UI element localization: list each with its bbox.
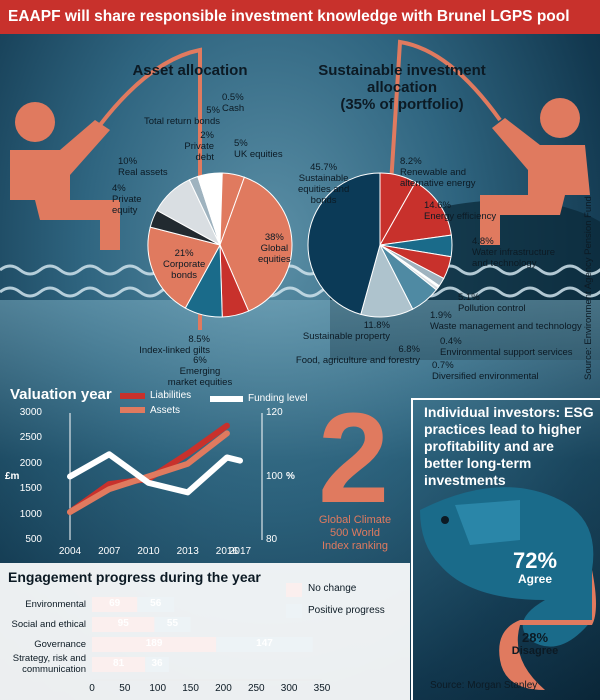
label-emerging-market-equities: 6% Emerging market equities	[167, 355, 233, 388]
disagree-label: Disagree	[511, 645, 559, 657]
label-waste: 1.9% Waste management and technology	[430, 310, 582, 332]
fish-gill-icon	[455, 500, 520, 545]
engagement-value: 69	[109, 598, 121, 609]
valuation-series-line	[67, 451, 243, 496]
label-global-equities: 38% Global equities	[258, 232, 291, 265]
label-water: 4.8% Water infrastructure and technology	[472, 236, 556, 269]
fisherman-right-head-icon	[540, 98, 580, 138]
investors-title: Individual investors: ESG practices lead…	[424, 404, 594, 488]
tick-label: 200	[215, 683, 232, 694]
tick-label: 1000	[19, 508, 42, 520]
investors-panel	[411, 398, 600, 700]
label-food: 6.8% Food, agriculture and forestry	[295, 344, 420, 366]
label-energy-efficiency: 14.6% Energy efficiency	[424, 200, 497, 222]
label-property: 11.8% Sustainable property	[302, 320, 390, 342]
label-diversified: 0.7% Diversified environmental	[432, 360, 539, 382]
big-stat-caption: Global Climate 500 World Index ranking	[318, 514, 392, 552]
sustainable-allocation-title: Sustainable investment allocation (35% of…	[318, 62, 486, 113]
engagement-category: Governance	[34, 639, 86, 650]
engagement-value: 56	[150, 598, 162, 609]
tick-label: 350	[313, 683, 331, 694]
legend-liabilities: Liabilities	[150, 390, 192, 401]
label-cash: 0.5% Cash	[222, 92, 245, 114]
tick-label: 3000	[19, 407, 42, 418]
tick-label: 1500	[19, 483, 42, 495]
tick-label: 2013	[176, 546, 199, 557]
right-unit: %	[286, 471, 295, 482]
fish-eye-icon	[441, 516, 449, 524]
valuation-series-line	[67, 430, 230, 516]
fishing-rod-left-icon	[98, 47, 202, 330]
sustainable-pie-slice	[307, 172, 381, 316]
engagement-value: 95	[117, 618, 129, 629]
tick-label: 250	[247, 683, 265, 694]
engagement-value: 36	[151, 658, 163, 669]
legend-positive: Positive progress	[308, 605, 385, 616]
fisherman-right-body-icon	[480, 118, 590, 245]
label-private-equity: 4% Private equity	[112, 183, 142, 216]
tick-label: 120	[266, 407, 283, 418]
investors-source: Source: Morgan Stanley	[430, 680, 538, 691]
engagement-category: Strategy, risk and communication	[12, 653, 86, 675]
tick-label: 2017	[228, 546, 252, 557]
tick-label: 0	[89, 683, 95, 694]
engagement-title: Engagement progress during the year	[8, 569, 261, 585]
asset-pie-slice	[147, 226, 221, 309]
tick-label: 2007	[98, 546, 121, 557]
asset-pie-slice	[197, 172, 221, 246]
label-total-return-bonds: 5% Total return bonds	[143, 105, 220, 127]
tick-label: 150	[182, 683, 199, 694]
tick-label: 2000	[19, 457, 42, 469]
label-corporate-bonds: 21% Corporate bonds	[163, 248, 206, 281]
engagement-value: 55	[166, 618, 179, 629]
sustainable-pie-slice	[379, 181, 452, 246]
tick-label: 100	[266, 470, 283, 482]
fish-tail-disagree-icon	[499, 570, 596, 690]
asset-pie-slice	[219, 176, 293, 312]
label-index-linked-gilts: 8.5% Index-linked gilts	[139, 334, 210, 356]
engagement-value: 189	[145, 638, 163, 649]
fisherman-left-head-icon	[15, 102, 55, 142]
legend-funding: Funding level	[248, 393, 308, 404]
agree-pct: 72%	[512, 548, 558, 573]
label-uk-equities: 5% UK equities	[234, 138, 283, 160]
label-renewable: 8.2% Renewable and alternative energy	[400, 156, 476, 189]
tick-label: 500	[25, 534, 42, 545]
engagement-value: 81	[113, 658, 125, 669]
tick-label: 300	[280, 683, 298, 694]
tick-label: 2004	[58, 546, 82, 557]
engagement-value: 147	[256, 638, 273, 649]
disagree-pct: 28%	[521, 630, 549, 645]
label-env-support: 0.4% Environmental support services	[440, 336, 573, 358]
wave-line	[0, 286, 600, 298]
left-unit: £m	[5, 471, 20, 482]
tick-label: 100	[149, 683, 167, 694]
engagement-category: Social and ethical	[11, 619, 86, 630]
label-private-debt: 2% Private debt	[184, 130, 214, 163]
tick-label: 80	[266, 534, 278, 545]
asset-allocation-title: Asset allocation	[132, 62, 248, 79]
label-pollution: 5.1% Pollution control	[458, 292, 526, 314]
label-real-assets: 10% Real assets	[118, 156, 168, 178]
engagement-category: Environmental	[25, 599, 86, 610]
tick-label: 50	[119, 683, 131, 694]
label-sustainable-equities: 45.7% Sustainable equities and bonds	[298, 162, 350, 206]
source-side: Source: Environment Agency Pension Fund	[583, 196, 594, 380]
tick-label: 2010	[137, 546, 160, 557]
tick-label: 2500	[19, 432, 42, 444]
legend-assets: Assets	[150, 405, 181, 416]
engagement-panel	[0, 563, 410, 700]
headline: EAAPF will share responsible investment …	[0, 0, 600, 34]
fisherman-left-body-icon	[10, 120, 120, 250]
tick-label: 2016	[215, 546, 239, 557]
fishing-rod-right-icon	[388, 39, 502, 201]
legend-no-change: No change	[308, 583, 357, 594]
valuation-title: Valuation year	[10, 386, 112, 403]
agree-label: Agree	[517, 572, 552, 586]
big-stat-value: 2	[318, 387, 390, 530]
